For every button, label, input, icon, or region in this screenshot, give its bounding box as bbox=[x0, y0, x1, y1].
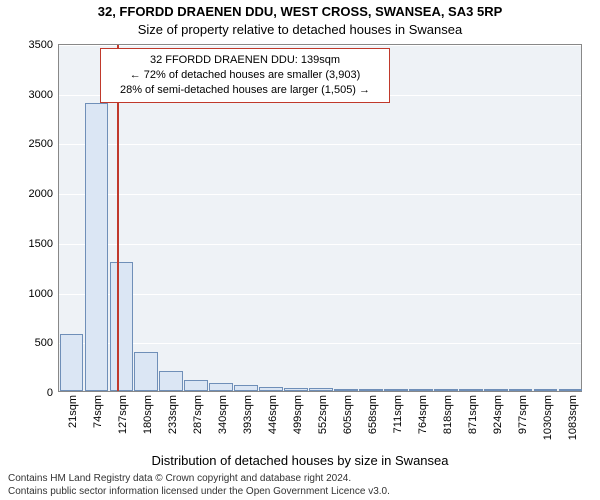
x-tick-label: 21sqm bbox=[67, 395, 79, 428]
x-tick-label: 393sqm bbox=[242, 395, 254, 434]
bar bbox=[134, 352, 158, 391]
x-tick-label: 871sqm bbox=[467, 395, 479, 434]
x-tick-label: 605sqm bbox=[342, 395, 354, 434]
footer: Contains HM Land Registry data © Crown c… bbox=[8, 472, 592, 498]
info-line3: 28% of semi-detached houses are larger (… bbox=[109, 83, 381, 98]
info-line2: ← 72% of detached houses are smaller (3,… bbox=[109, 68, 381, 83]
y-tick-label: 3500 bbox=[29, 39, 53, 51]
bar bbox=[259, 387, 283, 391]
bar bbox=[384, 389, 408, 391]
bar bbox=[459, 389, 483, 391]
bar bbox=[359, 389, 383, 391]
y-tick-label: 3000 bbox=[29, 89, 53, 101]
y-tick-label: 1500 bbox=[29, 238, 53, 250]
bar bbox=[559, 389, 583, 391]
y-tick-label: 500 bbox=[35, 337, 53, 349]
bar bbox=[284, 388, 308, 391]
info-line1: 32 FFORDD DRAENEN DDU: 139sqm bbox=[109, 53, 381, 68]
footer-line2: Contains public sector information licen… bbox=[8, 485, 592, 498]
info-box: 32 FFORDD DRAENEN DDU: 139sqm ← 72% of d… bbox=[100, 48, 390, 103]
gridline bbox=[59, 194, 581, 195]
bar bbox=[409, 389, 433, 391]
x-tick-label: 180sqm bbox=[142, 395, 154, 434]
x-tick-label: 287sqm bbox=[192, 395, 204, 434]
x-tick-label: 233sqm bbox=[167, 395, 179, 434]
y-tick-label: 2000 bbox=[29, 188, 53, 200]
bar bbox=[334, 389, 358, 391]
x-tick-label: 74sqm bbox=[92, 395, 104, 428]
bar bbox=[159, 371, 183, 391]
x-tick-label: 127sqm bbox=[117, 395, 129, 434]
x-tick-label: 499sqm bbox=[292, 395, 304, 434]
bar bbox=[309, 388, 333, 391]
x-tick-label: 764sqm bbox=[417, 395, 429, 434]
x-tick-label: 1083sqm bbox=[567, 395, 579, 440]
bar bbox=[534, 389, 558, 391]
x-tick-label: 977sqm bbox=[517, 395, 529, 434]
gridline bbox=[59, 144, 581, 145]
chart-title-line2: Size of property relative to detached ho… bbox=[0, 22, 600, 37]
bar bbox=[110, 262, 134, 391]
gridline bbox=[59, 294, 581, 295]
chart-title-line1: 32, FFORDD DRAENEN DDU, WEST CROSS, SWAN… bbox=[0, 4, 600, 19]
bar bbox=[234, 385, 258, 391]
y-tick-label: 2500 bbox=[29, 138, 53, 150]
x-tick-label: 818sqm bbox=[442, 395, 454, 434]
bar bbox=[484, 389, 508, 391]
x-tick-label: 711sqm bbox=[392, 395, 404, 433]
bar bbox=[184, 380, 208, 391]
x-tick-label: 446sqm bbox=[267, 395, 279, 434]
x-tick-label: 552sqm bbox=[317, 395, 329, 434]
x-tick-label: 924sqm bbox=[492, 395, 504, 434]
x-axis-label: Distribution of detached houses by size … bbox=[0, 453, 600, 468]
x-tick-label: 340sqm bbox=[217, 395, 229, 434]
bar bbox=[85, 103, 109, 391]
y-tick-label: 0 bbox=[47, 387, 53, 399]
bar bbox=[434, 389, 458, 391]
gridline bbox=[59, 393, 581, 394]
gridline bbox=[59, 45, 581, 46]
y-tick-label: 1000 bbox=[29, 288, 53, 300]
x-tick-label: 658sqm bbox=[367, 395, 379, 434]
bar bbox=[209, 383, 233, 391]
chart-container: 32, FFORDD DRAENEN DDU, WEST CROSS, SWAN… bbox=[0, 0, 600, 500]
bar bbox=[509, 389, 533, 391]
gridline bbox=[59, 343, 581, 344]
x-tick-label: 1030sqm bbox=[542, 395, 554, 440]
gridline bbox=[59, 244, 581, 245]
footer-line1: Contains HM Land Registry data © Crown c… bbox=[8, 472, 592, 485]
bar bbox=[60, 334, 84, 391]
